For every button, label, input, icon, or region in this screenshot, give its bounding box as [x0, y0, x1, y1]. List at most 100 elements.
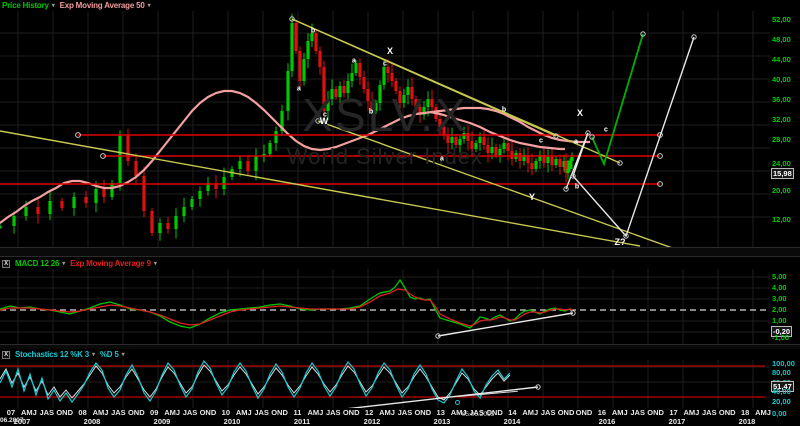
axis-tick: 36,00: [772, 95, 791, 104]
axis-tick: 32,00: [772, 115, 791, 124]
macd-value-axis[interactable]: 5,00 4,00 3,00 2,00 1,00 -0,20 -1,00 -2,…: [770, 266, 800, 353]
time-axis-quarter-label: JAS: [630, 408, 645, 417]
stochastics-trendline[interactable]: [345, 386, 539, 408]
macd-chart-pane[interactable]: [0, 266, 770, 344]
stochastics-d-legend[interactable]: %D 5 ▾: [100, 350, 125, 359]
axis-tick: 20,00: [772, 397, 791, 406]
price-value-axis[interactable]: 52,00 48,00 44,00 40,00 36,00 32,00 28,0…: [770, 11, 800, 247]
axis-tick: 52,00: [772, 15, 791, 24]
descending-channel[interactable]: [0, 18, 692, 247]
time-axis-quarter-label: 16: [597, 408, 607, 417]
axis-tick: 5,00: [772, 272, 787, 281]
axis-tick: 48,00: [772, 35, 791, 44]
time-axis-quarter-label: AMJ: [379, 408, 395, 417]
axis-tick: 40,00: [772, 387, 791, 396]
time-axis-quarter-label: 13: [436, 408, 445, 417]
macd-trendline[interactable]: [437, 312, 574, 337]
green-projection-handles[interactable]: [589, 31, 646, 140]
crosshair-date-label: 05.06.2015: [461, 411, 495, 418]
price-history-legend[interactable]: Price History ▾: [2, 1, 55, 10]
price-panel-header: Price History ▾ Exp Moving Average 50 ▾: [0, 0, 800, 11]
axis-tick: 1,00: [772, 316, 787, 325]
ema50-label: Exp Moving Average 50: [59, 1, 145, 10]
time-axis-quarter-label: JAS: [39, 408, 55, 417]
time-axis-quarter-label: AMJ: [611, 408, 628, 417]
time-axis-quarter-label: OND: [486, 408, 503, 417]
time-axis-quarter-label: OND: [647, 408, 664, 417]
close-icon[interactable]: X: [2, 350, 10, 359]
time-axis-quarter-label: 12: [364, 408, 374, 417]
macd-label: MACD 12 26: [15, 259, 60, 268]
stochastics-panel-header: X Stochastics 12 %K 3 ▾ %D 5 ▾: [0, 349, 800, 360]
time-axis-quarter-label: OND: [557, 408, 575, 417]
chevron-down-icon[interactable]: ▾: [51, 3, 55, 9]
time-axis[interactable]: 07 AMJ JAS OND 08 AMJ JAS OND 09 AMJ JAS OND 10 AMJ JA…: [0, 408, 800, 426]
stochastics-trendline-handles[interactable]: [535, 384, 541, 390]
current-price-badge: 15,98: [771, 168, 794, 179]
chevron-down-icon[interactable]: ▾: [153, 261, 157, 267]
time-axis-quarter-label: 14: [508, 408, 517, 417]
ema50-legend[interactable]: Exp Moving Average 50 ▾: [60, 1, 151, 10]
close-icon[interactable]: X: [2, 259, 10, 268]
support-resistance-lines[interactable]: [0, 134, 660, 185]
ema50-line: [0, 89, 590, 224]
axis-tick: 80,00: [772, 368, 791, 377]
axis-tick: 4,00: [772, 283, 787, 292]
macd-signal-legend[interactable]: Exp Moving Average 9 ▾: [70, 259, 157, 268]
time-axis-quarter-label: OND: [718, 408, 736, 417]
crosshair-handle[interactable]: [455, 400, 460, 405]
time-axis-quarter-label: AMJ: [164, 408, 181, 417]
chevron-down-icon[interactable]: ▾: [92, 352, 95, 358]
time-axis-quarter-label: AMJ: [755, 408, 771, 417]
stochastics-k-legend[interactable]: Stochastics 12 %K 3 ▾: [15, 350, 95, 359]
time-axis-year-label: 2016: [598, 417, 616, 426]
axis-tick: 28,00: [772, 135, 791, 144]
ema50-line-tail: [429, 110, 565, 151]
time-axis-year-label: 2012: [363, 417, 381, 426]
time-axis-quarter-label: 10: [221, 408, 230, 417]
stochastics-value-axis[interactable]: 100,00 80,00 60,00 51,47 40,00 20,00: [770, 356, 800, 408]
chevron-down-icon[interactable]: ▾: [121, 352, 125, 358]
price-grid: [0, 11, 770, 247]
time-axis-quarter-label: JAS: [469, 408, 484, 417]
stochastics-chart-pane[interactable]: [0, 357, 770, 408]
projection-handles[interactable]: [563, 34, 697, 239]
time-axis-quarter-label: AMJ: [522, 408, 539, 417]
axis-tick: 3,00: [772, 294, 787, 303]
time-axis-quarter-label: OND: [414, 408, 432, 417]
price-history-label: Price History: [2, 1, 49, 10]
candlestick-series: [0, 13, 574, 241]
time-axis-quarter-label: OND: [342, 408, 360, 417]
time-axis-quarter-label: JAS: [254, 408, 269, 417]
macd-line: [0, 278, 574, 329]
stochastics-d-label: %D 5: [99, 350, 119, 359]
macd-panel-header: X MACD 12 26 ▾ Exp Moving Average 9 ▾: [0, 258, 800, 269]
price-horizontal-scrollbar[interactable]: [0, 247, 800, 257]
time-axis-year-label: 2014: [503, 417, 521, 426]
time-axis-quarter-label: JAS: [325, 408, 341, 417]
time-axis-quarter-label: 17: [669, 408, 678, 417]
macd-grid: [0, 266, 770, 344]
green-projection-path[interactable]: [591, 33, 644, 167]
axis-tick: 12,00: [772, 215, 791, 224]
price-chart-pane[interactable]: [0, 11, 770, 247]
time-axis-quarter-label: JAS: [702, 408, 717, 417]
time-axis-quarter-label: OND: [199, 408, 217, 417]
channel-handles[interactable]: [289, 16, 623, 166]
macd-trendline-handles[interactable]: [435, 310, 576, 339]
axis-start-label: 06.2007: [0, 417, 24, 424]
macd-legend[interactable]: MACD 12 26 ▾: [15, 259, 65, 268]
chevron-down-icon[interactable]: ▾: [147, 3, 151, 9]
time-axis-quarter-label: AMJ: [235, 408, 252, 417]
chevron-down-icon[interactable]: ▾: [62, 261, 66, 267]
white-projection-path[interactable]: [565, 36, 695, 238]
axis-tick: -1,00: [772, 333, 790, 342]
axis-tick: 40,00: [772, 75, 791, 84]
time-axis-quarter-label: 18: [740, 408, 750, 417]
axis-tick: 20,00: [772, 186, 791, 195]
time-axis-quarter-label: AMJ: [450, 408, 467, 417]
time-axis-year-label: 2010: [223, 417, 241, 426]
time-axis-quarter-label: AMJ: [20, 408, 37, 417]
time-axis-year-label: 2008: [83, 417, 101, 426]
